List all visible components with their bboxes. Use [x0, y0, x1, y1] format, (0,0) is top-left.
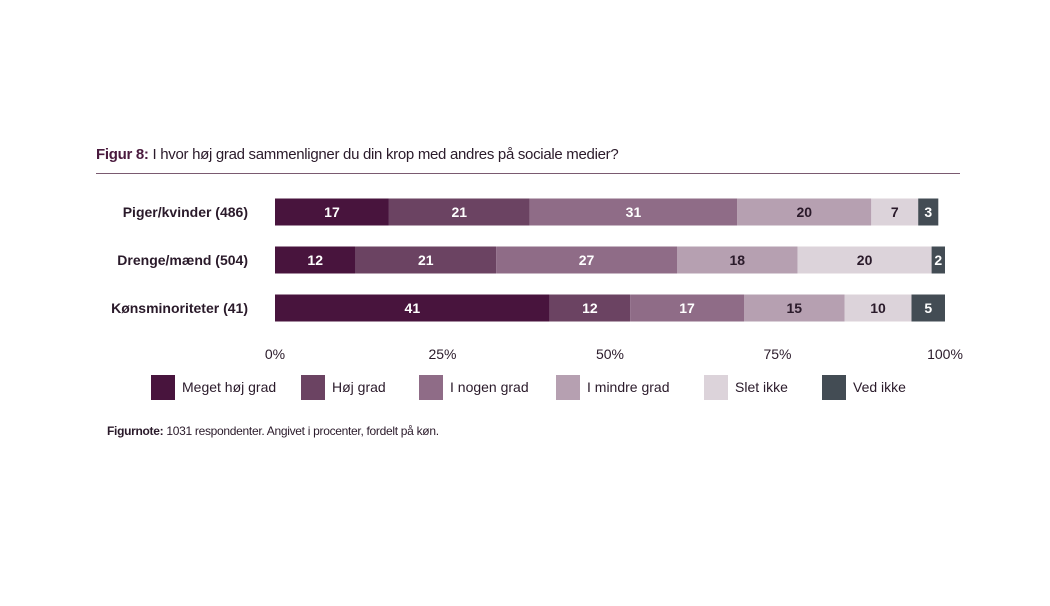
- data-label: 18: [730, 252, 746, 268]
- x-tick-label: 0%: [265, 346, 285, 362]
- bar-segment: [744, 294, 845, 322]
- legend-swatch: [301, 375, 325, 400]
- data-label: 12: [582, 300, 598, 316]
- legend-label: Ved ikke: [853, 379, 906, 395]
- title-divider: [96, 173, 960, 174]
- bar-segment: [797, 246, 932, 274]
- bar-segment: [931, 246, 945, 274]
- legend-swatch: [822, 375, 846, 400]
- chart-title: Figur 8: I hvor høj grad sammenligner du…: [96, 146, 619, 163]
- bar-segment: [737, 198, 872, 226]
- data-label: 12: [307, 252, 323, 268]
- data-label: 21: [451, 204, 467, 220]
- x-tick-label: 100%: [927, 346, 963, 362]
- legend-swatch: [556, 375, 580, 400]
- bar-segment: [630, 294, 744, 322]
- data-label: 5: [924, 300, 932, 316]
- x-tick-label: 75%: [763, 346, 791, 362]
- legend-label: I mindre grad: [587, 379, 669, 395]
- bar-segment: [918, 198, 939, 226]
- bar-segment: [496, 246, 677, 274]
- legend-label: I nogen grad: [450, 379, 529, 395]
- data-label: 10: [870, 300, 886, 316]
- bar-segment: [549, 294, 631, 322]
- legend-swatch: [151, 375, 175, 400]
- x-tick-label: 50%: [596, 346, 624, 362]
- bar-segment: [275, 246, 356, 274]
- category-label: Kønsminoriteter (41): [111, 300, 248, 316]
- bar-segment: [355, 246, 497, 274]
- data-label: 3: [924, 204, 932, 220]
- legend-label: Høj grad: [332, 379, 386, 395]
- data-label: 17: [324, 204, 340, 220]
- category-label: Piger/kvinder (486): [123, 204, 248, 220]
- legend-label: Slet ikke: [735, 379, 788, 395]
- category-label: Drenge/mænd (504): [117, 252, 248, 268]
- x-tick-label: 25%: [428, 346, 456, 362]
- figure-note: Figurnote: 1031 respondenter. Angivet i …: [107, 424, 439, 438]
- title-text: I hvor høj grad sammenligner du din krop…: [152, 146, 619, 163]
- title-prefix: Figur 8:: [96, 146, 149, 163]
- data-label: 15: [786, 300, 802, 316]
- note-prefix: Figurnote:: [107, 424, 164, 438]
- legend-label: Meget høj grad: [182, 379, 276, 395]
- bar-segment: [844, 294, 912, 322]
- legend-swatch: [704, 375, 728, 400]
- data-label: 17: [679, 300, 695, 316]
- data-label: 21: [418, 252, 434, 268]
- data-label: 2: [934, 252, 942, 268]
- bar-segment: [911, 294, 945, 322]
- legend-swatch: [419, 375, 443, 400]
- bar-segment: [275, 198, 389, 226]
- data-label: 27: [579, 252, 595, 268]
- note-text: 1031 respondenter. Angivet i procenter, …: [166, 424, 439, 438]
- data-label: 20: [857, 252, 873, 268]
- data-label: 41: [405, 300, 421, 316]
- bar-segment: [275, 294, 550, 322]
- bar-segment: [529, 198, 738, 226]
- bar-segment: [871, 198, 919, 226]
- bar-segment: [388, 198, 530, 226]
- data-label: 7: [891, 204, 899, 220]
- data-label: 20: [797, 204, 813, 220]
- bar-segment: [677, 246, 798, 274]
- data-label: 31: [626, 204, 642, 220]
